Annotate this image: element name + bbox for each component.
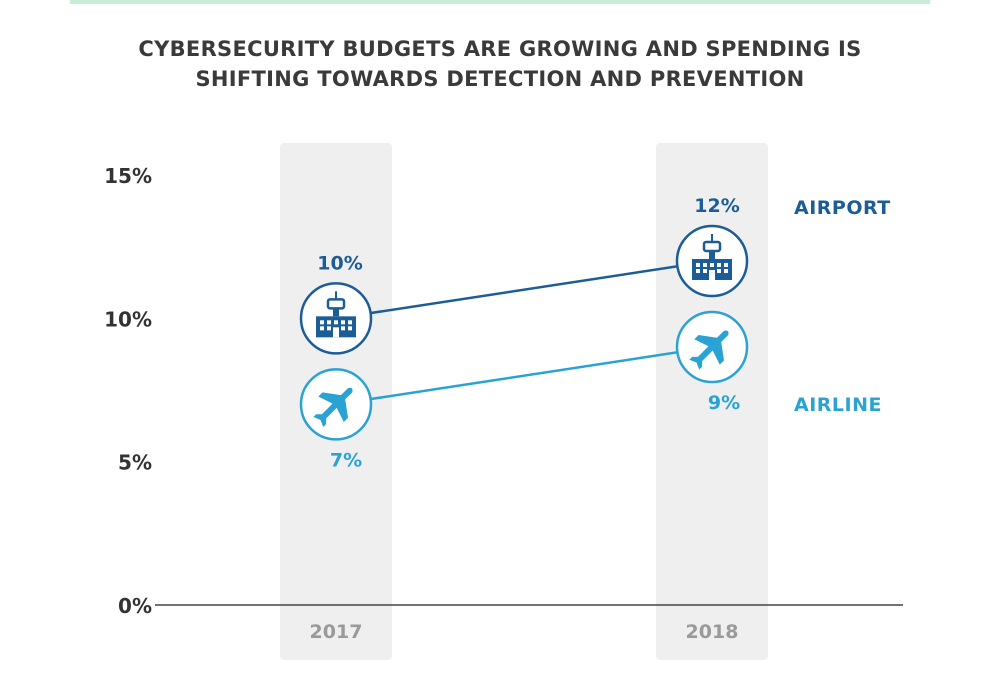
y-tick-label-15: 15%	[104, 164, 152, 188]
y-tick-label-10: 10%	[104, 307, 152, 331]
chart-title-line-2: SHIFTING TOWARDS DETECTION AND PREVENTIO…	[195, 67, 805, 91]
y-tick-label-0: 0%	[118, 594, 152, 618]
airplane-icon	[313, 387, 353, 427]
airport-tower-icon	[692, 234, 732, 280]
series-label-airport: AIRPORT	[794, 197, 891, 219]
top-decorative-strip	[70, 0, 930, 4]
chart-title-line-1: CYBERSECURITY BUDGETS ARE GROWING AND SP…	[138, 37, 862, 61]
airplane-icon	[689, 330, 729, 370]
data-label-airport-2018: 12%	[694, 195, 739, 217]
chart-title: CYBERSECURITY BUDGETS ARE GROWING AND SP…	[0, 34, 1000, 94]
data-label-airport-2017: 10%	[317, 252, 362, 274]
data-label-airline-2017: 7%	[330, 449, 362, 471]
series-label-airline: AIRLINE	[794, 394, 882, 416]
series-line-airline	[335, 345, 713, 406]
airport-tower-icon	[316, 291, 356, 338]
y-tick-label-5: 5%	[118, 451, 152, 475]
x-tick-label-2017: 2017	[310, 621, 363, 643]
data-label-airline-2018: 9%	[708, 392, 740, 414]
x-tick-label-2018: 2018	[686, 621, 739, 643]
series-line-airport	[335, 259, 713, 320]
